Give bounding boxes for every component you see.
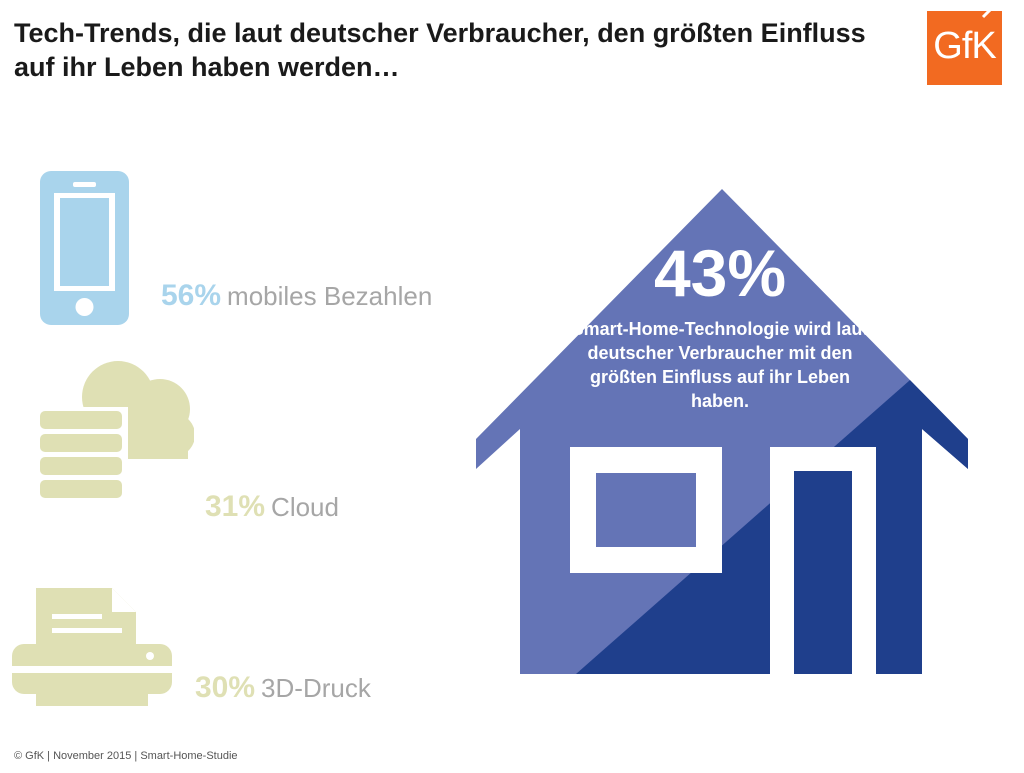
cloud-server-icon [38, 361, 194, 515]
gfk-logo: GfK [927, 11, 1002, 85]
stat-label: Cloud [271, 492, 339, 522]
smartphone-icon [40, 171, 129, 325]
printer-icon [12, 588, 172, 706]
stat-percent: 56% [161, 279, 222, 312]
house-percent: 43% [653, 236, 787, 310]
stat-cloud: 31% Cloud [205, 490, 339, 524]
footer-source: © GfK | November 2015 | Smart-Home-Studi… [14, 750, 238, 762]
logo-slash [981, 11, 992, 19]
stat-mobile-payment: 56% mobiles Bezahlen [161, 279, 432, 313]
house-description: Smart-Home-Technologie wird laut deutsch… [571, 319, 869, 411]
stat-percent: 31% [205, 490, 266, 523]
stat-percent: 30% [195, 671, 256, 704]
house-icon [476, 189, 968, 674]
stat-3d-printing: 30% 3D-Druck [195, 671, 371, 705]
page-title: Tech-Trends, die laut deutscher Verbrauc… [14, 18, 866, 82]
stat-label: 3D-Druck [261, 673, 371, 703]
stat-label: mobiles Bezahlen [227, 281, 433, 311]
logo-text: GfK [933, 25, 996, 67]
